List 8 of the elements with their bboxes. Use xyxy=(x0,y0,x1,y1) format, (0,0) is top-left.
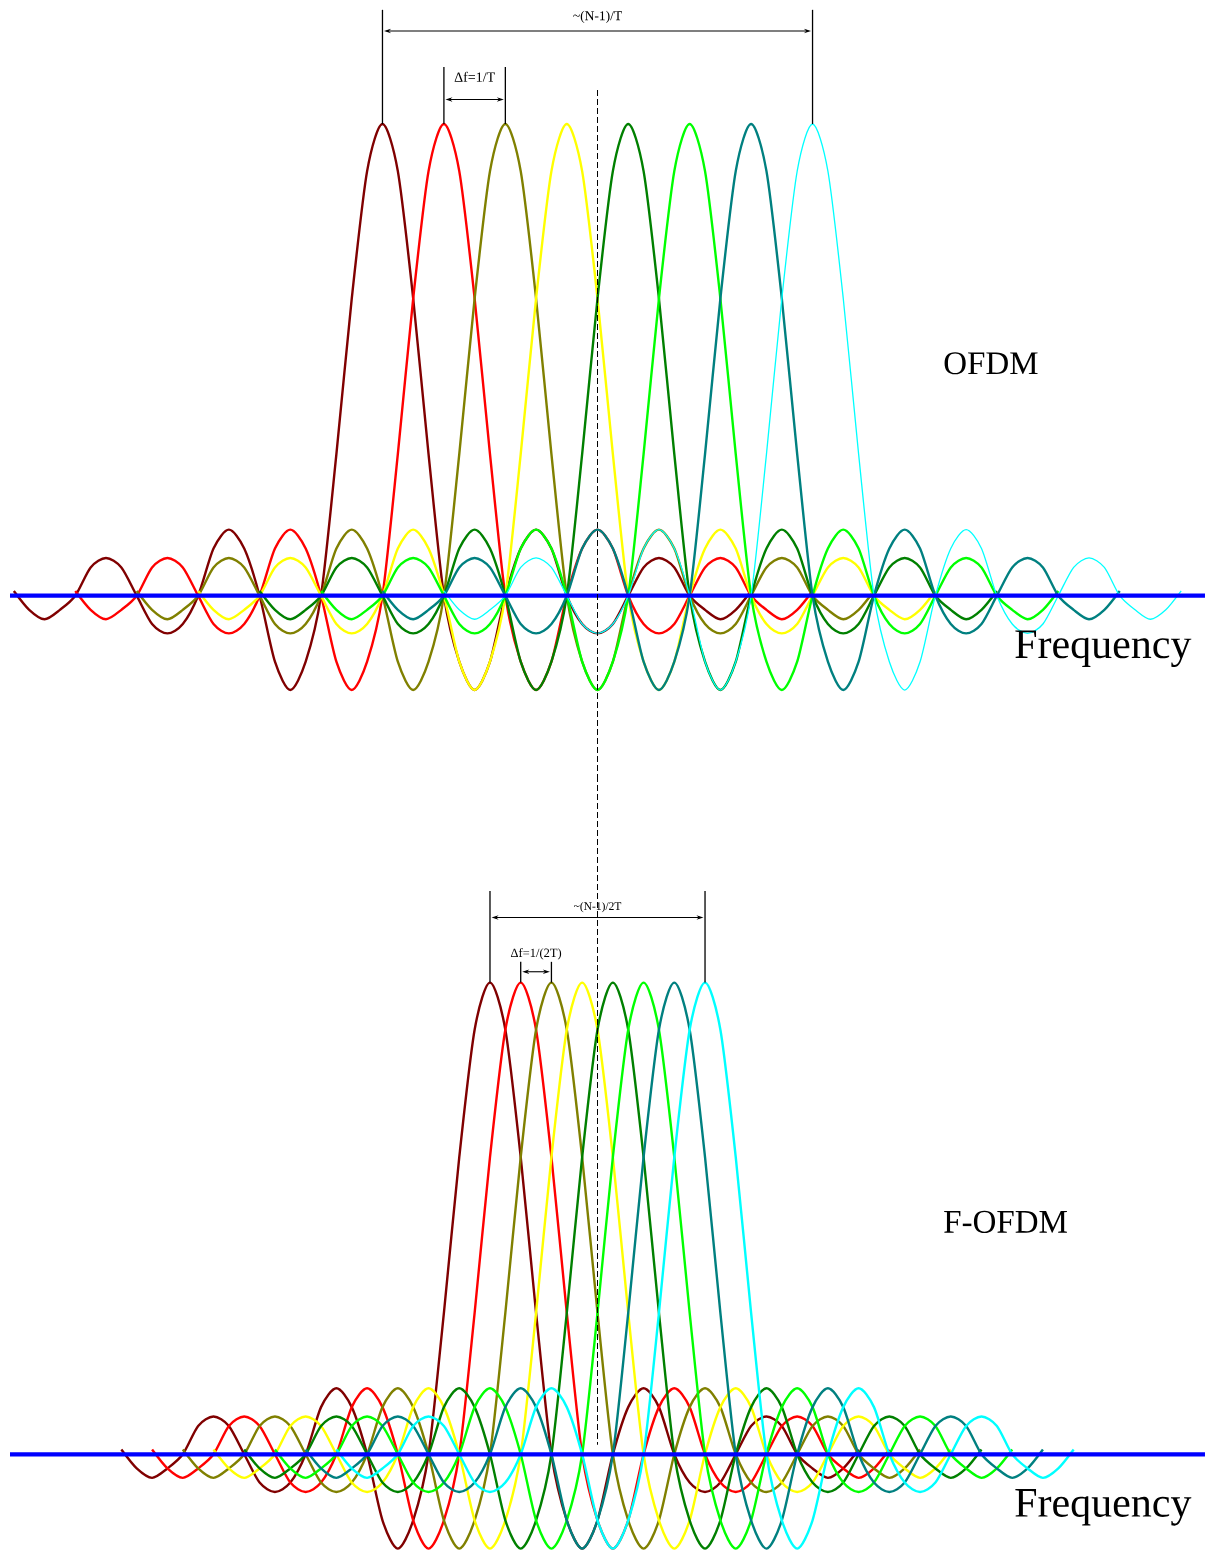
text: Δf=1/(2T) xyxy=(510,948,562,960)
text: OFDM xyxy=(944,352,1038,375)
x-axis-title: Frequency xyxy=(1015,1489,1192,1526)
text: ~(N-1)/2T xyxy=(573,901,622,913)
text: ~(N-1)/T xyxy=(573,10,622,24)
text: Δf=1/T xyxy=(454,71,495,82)
x-axis-title: Frequency xyxy=(1015,630,1192,668)
text: F-OFDM xyxy=(944,1210,1067,1233)
